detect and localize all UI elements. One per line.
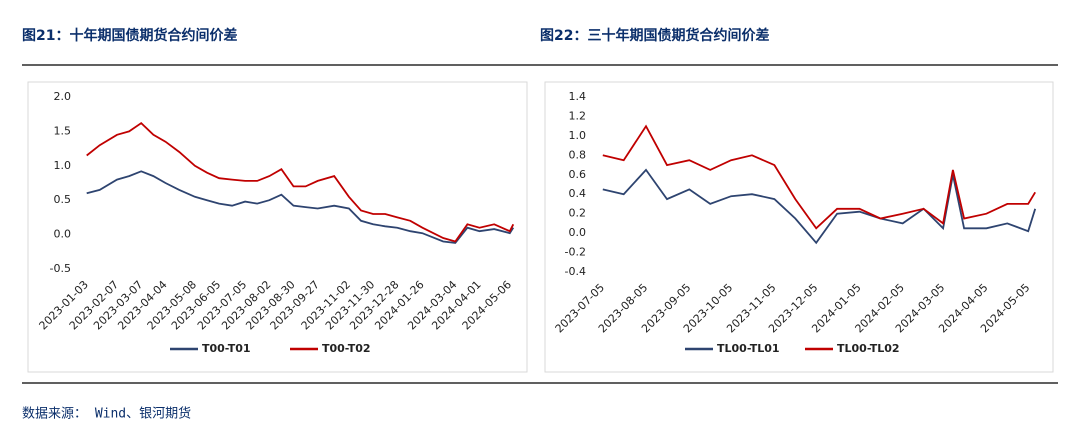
y-tick-label: -0.5: [50, 262, 71, 275]
line-series: [86, 170, 515, 244]
y-tick-label: -0.2: [565, 246, 586, 259]
legend-label: T00-T01: [202, 342, 251, 355]
legend-label: TL00-TL01: [717, 342, 780, 355]
legend-label: TL00-TL02: [837, 342, 900, 355]
y-tick-label: -0.4: [565, 265, 586, 278]
chart-frame: [544, 81, 1054, 373]
chart-frame: [27, 81, 528, 373]
y-tick-label: 1.0: [54, 159, 72, 172]
y-tick-label: 0.0: [54, 228, 72, 241]
y-tick-label: 1.0: [569, 129, 587, 142]
y-tick-label: 0.6: [569, 168, 587, 181]
line-series: [602, 168, 1037, 245]
line-series: [86, 121, 515, 243]
y-tick-label: 0.0: [569, 226, 587, 239]
y-tick-label: 0.5: [54, 193, 72, 206]
y-tick-label: 2.0: [54, 90, 72, 103]
y-tick-label: 0.2: [569, 207, 587, 220]
chart-title: 图22：三十年期国债期货合约间价差: [540, 27, 769, 44]
legend-label: T00-T02: [322, 342, 371, 355]
y-tick-label: 1.4: [569, 90, 587, 103]
source: 数据来源： Wind、银河期货: [22, 406, 191, 422]
y-tick-label: 0.8: [569, 148, 587, 161]
line-series: [602, 124, 1036, 230]
chart-title: 图21：十年期国债期货合约间价差: [22, 27, 237, 44]
y-tick-label: 1.2: [569, 109, 587, 122]
y-tick-label: 0.4: [569, 187, 587, 200]
y-tick-label: 1.5: [54, 124, 72, 137]
